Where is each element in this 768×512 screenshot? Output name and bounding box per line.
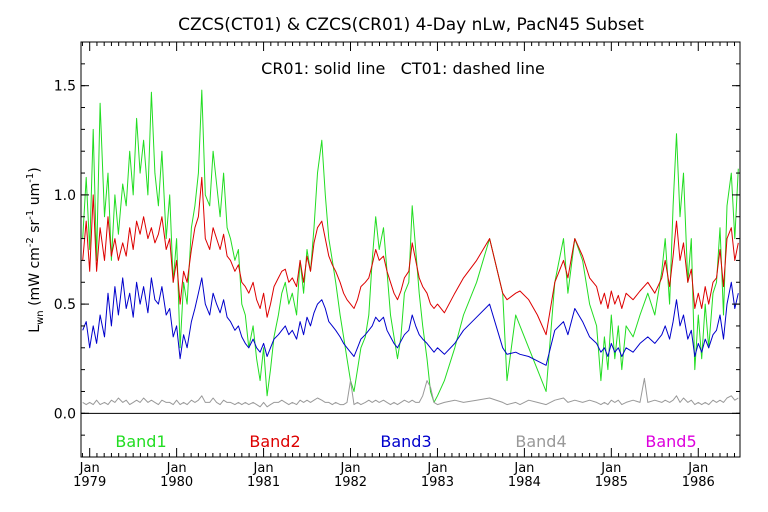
y-label-part: um bbox=[27, 183, 43, 210]
x-tick-month-label: Jan bbox=[166, 461, 187, 476]
y-tick-label: 1.5 bbox=[54, 79, 76, 95]
x-tick-year-label: 1982 bbox=[334, 475, 367, 490]
y-label-part: sr bbox=[27, 219, 43, 237]
legend-item-band2: Band2 bbox=[249, 432, 300, 451]
x-tick-month-label: Jan bbox=[600, 461, 621, 476]
legend-item-band3: Band3 bbox=[380, 432, 431, 451]
x-tick-year-label: 1985 bbox=[595, 475, 628, 490]
legend-item-band5: Band5 bbox=[645, 432, 696, 451]
legend-item-band1: Band1 bbox=[115, 432, 166, 451]
y-label-part: ) bbox=[27, 167, 43, 172]
series-line-band4 bbox=[82, 377, 739, 408]
legend: Band1 Band2 Band3 Band4 Band5 bbox=[115, 432, 696, 451]
y-label-part: (mW cm bbox=[27, 247, 43, 310]
y-tick-label: 0.0 bbox=[54, 406, 76, 422]
x-tick-year-label: 1981 bbox=[247, 475, 280, 490]
x-tick-month-label: Jan bbox=[426, 461, 447, 476]
x-tick-month-label: Jan bbox=[253, 461, 274, 476]
series-line-band2 bbox=[82, 176, 739, 336]
y-label-part: -1 bbox=[25, 173, 36, 183]
chart-title: CZCS(CT01) & CZCS(CR01) 4-Day nLw, PacN4… bbox=[178, 15, 644, 35]
y-tick-label: 1.0 bbox=[54, 188, 76, 204]
x-tick-month-label: Jan bbox=[79, 461, 100, 476]
y-axis: 0.0 0.5 1.0 1.5 bbox=[54, 63, 740, 436]
x-axis: Jan1979Jan1980Jan1981Jan1982Jan1983Jan19… bbox=[73, 42, 735, 490]
plot-area bbox=[80, 41, 741, 458]
series-layer bbox=[82, 89, 739, 408]
y-axis-label: Lwn (mW cm-2 sr-1 um-1) bbox=[25, 167, 46, 332]
x-tick-year-label: 1979 bbox=[73, 475, 106, 490]
x-tick-month-label: Jan bbox=[339, 461, 360, 476]
y-tick-label: 0.5 bbox=[54, 297, 76, 313]
y-label-part: L bbox=[27, 325, 43, 333]
x-tick-month-label: Jan bbox=[513, 461, 534, 476]
x-tick-year-label: 1986 bbox=[682, 475, 715, 490]
x-tick-year-label: 1984 bbox=[508, 475, 541, 490]
y-label-part: -1 bbox=[25, 210, 36, 220]
legend-item-band4: Band4 bbox=[515, 432, 566, 451]
series-line-band1 bbox=[82, 89, 739, 403]
series-line-band3 bbox=[82, 277, 739, 366]
y-label-part: wn bbox=[35, 310, 46, 325]
y-label-part: -2 bbox=[25, 237, 36, 247]
x-tick-year-label: 1983 bbox=[421, 475, 454, 490]
x-tick-year-label: 1980 bbox=[160, 475, 193, 490]
line-style-annotation: CR01: solid line CT01: dashed line bbox=[261, 59, 545, 78]
x-tick-month-label: Jan bbox=[687, 461, 708, 476]
plot-frame bbox=[80, 41, 741, 458]
